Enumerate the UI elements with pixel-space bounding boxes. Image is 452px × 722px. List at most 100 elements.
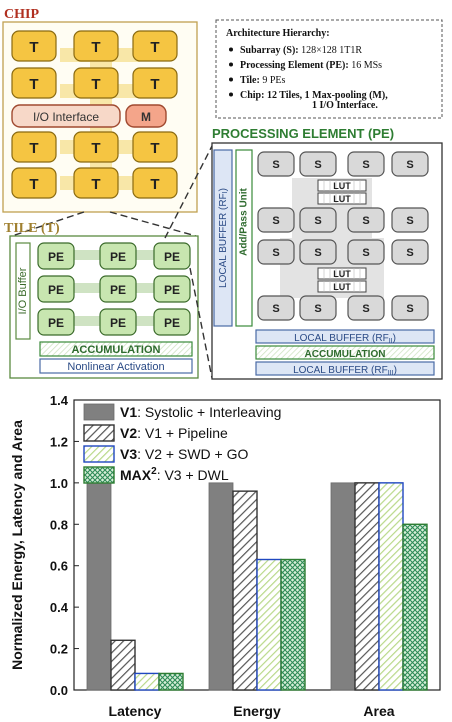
pe-lut: LUT [317, 192, 367, 205]
pe-lut: LUT [317, 179, 367, 192]
chip-tile: T [11, 30, 57, 62]
pe-subarray: S [347, 295, 385, 321]
local-buffer-i-label: LOCAL BUFFER (RFI) [218, 188, 229, 288]
pe-subarray: S [299, 239, 337, 265]
hierarchy-continuation: 1 I/O Interface. [312, 100, 378, 111]
legend-entry: V2: V1 + Pipeline [120, 425, 228, 441]
io-buffer-label: I/O Buffer [17, 267, 29, 314]
pe-subarray: S [347, 239, 385, 265]
local-buffer-ii-label: LOCAL BUFFER (RFII) [294, 333, 396, 345]
pe-lut-label: LUT [333, 269, 351, 279]
bar-max-latency [158, 672, 184, 691]
y-axis-ticks: 0.0 0.2 0.4 0.6 0.8 1.0 1.2 1.4 [50, 393, 79, 698]
bar-chart: 0.0 0.2 0.4 0.6 0.8 1.0 1.2 1.4 Latency Energy Ar… [9, 393, 441, 719]
pe-lut-group: LUT LUT LUT LUT [317, 179, 367, 293]
hierarchy-box: Architecture Hierarchy: Subarray (S): 12… [215, 19, 443, 119]
chip-tile-label: T [29, 176, 38, 193]
pe-subarray: S [257, 151, 295, 177]
y-tick-label: 0.8 [50, 517, 68, 532]
tile-pe-label: PE [164, 283, 180, 297]
chip-tile: T [11, 67, 57, 99]
legend-swatch [83, 403, 115, 421]
pe-lut-label: LUT [333, 282, 351, 292]
chip-tile: T [11, 167, 57, 199]
chip-tile-label: T [91, 140, 100, 157]
chip-tile: T [73, 30, 119, 62]
chip-tile-label: T [150, 76, 159, 93]
pe-subarray-label: S [314, 159, 321, 171]
pe-subarray-label: S [314, 247, 321, 259]
legend: V1: Systolic + Interleaving V2: V1 + Pipe… [83, 403, 281, 484]
io-interface-label: I/O Interface [33, 110, 99, 124]
bars [86, 482, 428, 691]
chip-tile-label: T [29, 39, 38, 56]
legend-entry: MAX2: V3 + DWL [120, 466, 229, 483]
pe-subarray-label: S [362, 215, 369, 227]
x-tick-label: Latency [109, 703, 162, 719]
tile-pe-grid: PE PE PE PE PE PE PE PE PE [37, 242, 191, 336]
tile-pe: PE [99, 308, 137, 336]
bar-v3-latency [134, 672, 160, 691]
bar-v1-energy [208, 482, 234, 691]
hierarchy-item: Subarray (S): 128×128 1T1R [240, 45, 362, 56]
y-tick-label: 0.4 [50, 600, 69, 615]
pe-subarray: S [391, 207, 429, 233]
chip-tile-label: T [29, 140, 38, 157]
y-tick-label: 0.2 [50, 642, 68, 657]
chip-tile-grid: T T T T T T T T T T T T [11, 30, 178, 199]
pe-subarray-label: S [406, 303, 413, 315]
chip-tile: T [73, 167, 119, 199]
chip-tile: T [132, 167, 178, 199]
pe-subarray-label: S [406, 159, 413, 171]
y-tick-label: 1.0 [50, 476, 68, 491]
chip-tile-label: T [91, 176, 100, 193]
pe-accumulation-label: ACCUMULATION [305, 349, 386, 360]
pe-subarray: S [391, 239, 429, 265]
tile-pe-label: PE [110, 250, 126, 264]
pe-subarray: S [299, 295, 337, 321]
pe-subarray-label: S [406, 247, 413, 259]
pe-lut: LUT [317, 267, 367, 280]
pe-lut-label: LUT [333, 181, 351, 191]
local-buffer-iii: LOCAL BUFFER (RFIII) [255, 361, 435, 377]
pe-subarray: S [257, 239, 295, 265]
io-interface: I/O Interface [11, 104, 121, 128]
legend-swatch [83, 424, 115, 442]
bar-v3-energy [256, 558, 282, 691]
max-pooling-unit: M [125, 104, 167, 128]
chip-tile-label: T [91, 76, 100, 93]
hierarchy-item: Processing Element (PE): 16 MSs [240, 60, 382, 71]
tile-pe-label: PE [110, 283, 126, 297]
pe-subarray: S [391, 151, 429, 177]
tile-accumulation-label: ACCUMULATION [71, 344, 160, 356]
pe-subarray-label: S [272, 303, 279, 315]
chip-tile-label: T [150, 39, 159, 56]
tile-pe: PE [153, 275, 191, 303]
y-tick-label: 0.6 [50, 559, 68, 574]
bar-max-energy [280, 558, 306, 691]
chip-tile-label: T [150, 140, 159, 157]
chip-tile: T [132, 67, 178, 99]
pe-subarray-label: S [406, 215, 413, 227]
pe-lut-label: LUT [333, 194, 351, 204]
add-pass-unit-label: Add/Pass Unit [239, 187, 250, 255]
pe-subarray: S [257, 207, 295, 233]
tile-pe: PE [37, 308, 75, 336]
chip-tile: T [11, 131, 57, 163]
pe-subarray-label: S [314, 303, 321, 315]
add-pass-unit: Add/Pass Unit [235, 149, 253, 327]
pe-subarray-grid: S S S S S S S S S S S S S S S S [257, 151, 429, 321]
hierarchy-item: Chip: 12 Tiles, 1 Max-pooling (M), [240, 90, 388, 101]
pe-lut: LUT [317, 280, 367, 293]
bar-max-area [402, 523, 428, 691]
hierarchy-heading: Architecture Hierarchy: [226, 28, 330, 39]
legend-swatch [83, 445, 115, 463]
y-tick-label: 1.4 [50, 393, 69, 408]
max-pooling-label: M [141, 110, 151, 124]
pe-subarray-label: S [362, 159, 369, 171]
pe-subarray: S [347, 151, 385, 177]
pe-subarray-label: S [272, 247, 279, 259]
tile-title: TILE (T) [4, 221, 60, 236]
pe-subarray: S [391, 295, 429, 321]
